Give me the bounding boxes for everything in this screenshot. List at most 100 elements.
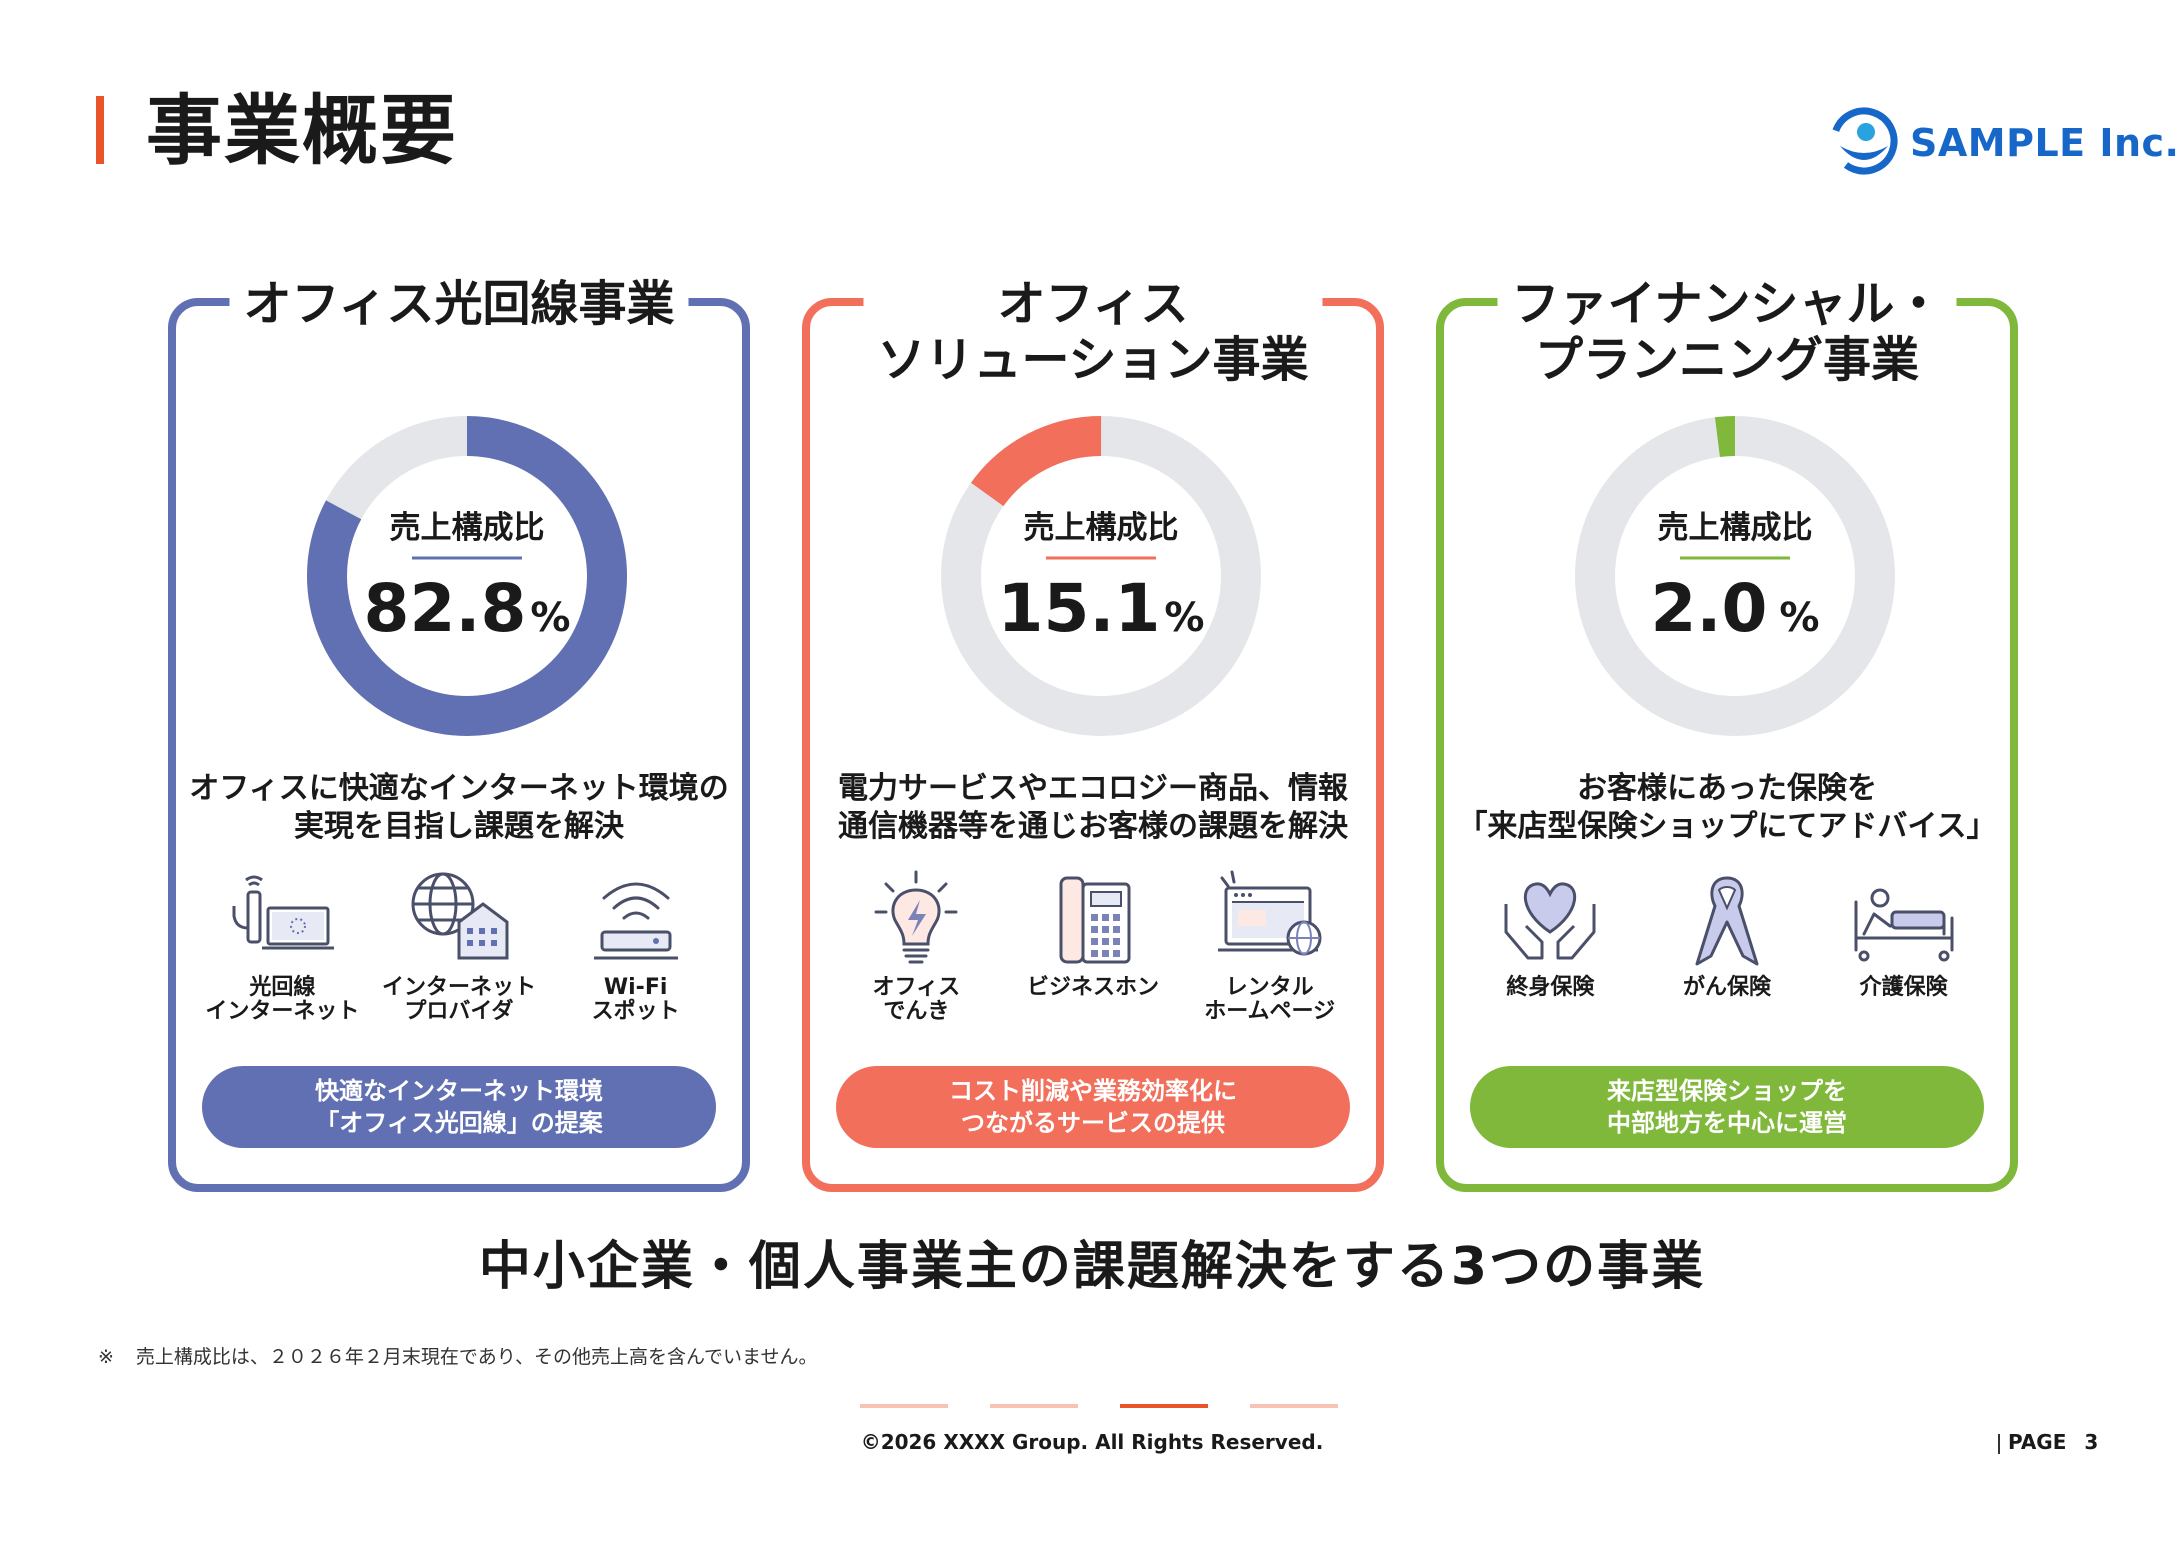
donut-value: 2.0% — [1651, 570, 1820, 647]
footnote-text: 売上構成比は、２０２６年２月末現在であり、その他売上高を含んでいません。 — [135, 1346, 818, 1368]
service-label-line: でんき — [883, 999, 950, 1024]
description-line: 電力サービスやエコロジー商品、情報 — [838, 771, 1348, 806]
service-fiber-internet: 光回線 インターネット — [202, 868, 362, 1028]
summary-tagline: 中小企業・個人事業主の課題解決をする3つの事業 — [478, 1237, 1706, 1297]
description-line: 通信機器等を通じお客様の課題を解決 — [838, 809, 1348, 844]
service-label-line: レンタル — [1225, 975, 1314, 1000]
service-label-line: オフィス — [872, 975, 961, 1000]
service-icons: オフィス でんき ビジネスホン — [828, 868, 1358, 1028]
service-label: オフィス でんき — [873, 976, 961, 1024]
service-wifi-spot: Wi-Fi スポット — [556, 868, 716, 1028]
donut-value-unit: % — [530, 595, 570, 641]
description-line: 実現を目指し課題を解決 — [294, 809, 624, 844]
service-label: 終身保険 — [1506, 976, 1594, 1000]
donut-center-label: 売上構成比 — [390, 510, 545, 546]
sales-ratio-donut: 売上構成比 15.1% — [941, 416, 1261, 736]
service-nursing-care-insurance: 介護保険 — [1824, 868, 1984, 1028]
sales-ratio-donut: 売上構成比 2.0% — [1575, 416, 1895, 736]
service-label: レンタル ホームページ — [1204, 976, 1335, 1024]
footnote-mark: ※ — [98, 1346, 114, 1368]
donut-value-number: 15.1 — [998, 570, 1161, 647]
sales-ratio-donut: 売上構成比 82.8% — [307, 416, 627, 736]
description-line: お客様にあった保険を — [1577, 771, 1877, 806]
pill-line: 快適なインターネット環境 — [315, 1077, 603, 1105]
donut-value-unit: % — [1164, 595, 1204, 641]
sample-logo-icon — [1830, 107, 1898, 175]
pill-line: コスト削減や業務効率化に — [949, 1077, 1237, 1105]
page-label: PAGE — [2008, 1430, 2067, 1454]
service-label-line: インターネット — [381, 975, 536, 1000]
wifi-router-icon — [593, 882, 678, 960]
pill-line: 中部地方を中心に運営 — [1607, 1109, 1847, 1137]
donut-track — [1575, 416, 1895, 736]
page-separator — [1998, 1433, 2000, 1454]
fiber-internet-icon — [232, 875, 335, 950]
donut-value-number: 82.8 — [364, 570, 527, 647]
service-label-line: 光回線 — [249, 975, 316, 1000]
service-rental-homepage: レンタル ホームページ — [1190, 868, 1350, 1028]
donut-slice-financial-planning — [1575, 416, 1895, 736]
care-bed-icon — [1854, 888, 1954, 962]
progress-segment — [990, 1404, 1078, 1408]
service-icons: 終身保険 がん保険 介護保険 — [1462, 868, 1992, 1028]
card-title: ファイナンシャル・ プランニング事業 — [1497, 276, 1957, 388]
card-title-line: ソリューション事業 — [877, 332, 1309, 388]
service-label-line: がん保険 — [1682, 975, 1771, 1000]
service-label-line: 介護保険 — [1859, 975, 1948, 1000]
service-label-line: ホームページ — [1204, 999, 1336, 1024]
description-line: オフィスに快適なインターネット環境の — [189, 771, 729, 806]
card-description: オフィスに快適なインターネット環境の 実現を目指し課題を解決 — [176, 770, 742, 846]
business-phone-icon — [1059, 876, 1131, 964]
ribbon-icon — [1695, 876, 1759, 966]
service-label: インターネット プロバイダ — [382, 976, 536, 1024]
card-title-line: プランニング事業 — [1534, 332, 1920, 388]
business-card-office-fiber: オフィス光回線事業 売上構成比 82.8% オフィスに快適なインターネット環境の… — [168, 276, 750, 1192]
card-title-line: オフィス光回線事業 — [243, 276, 675, 332]
footnote: ※ 売上構成比は、２０２６年２月末現在であり、その他売上高を含んでいません。 — [98, 1344, 817, 1370]
donut-slice-office-fiber — [307, 416, 627, 736]
donut-value: 82.8% — [364, 570, 571, 647]
page-title: 事業概要 — [146, 86, 458, 175]
internet-provider-icon — [411, 872, 509, 960]
page-number-value: 3 — [2084, 1430, 2099, 1454]
donut-slice-office-solution — [941, 416, 1261, 736]
card-description: 電力サービスやエコロジー商品、情報 通信機器等を通じお客様の課題を解決 — [810, 770, 1376, 846]
card-title-line: ファイナンシャル・ — [1511, 276, 1943, 332]
service-label: がん保険 — [1683, 976, 1771, 1000]
card-title: オフィス光回線事業 — [229, 276, 689, 332]
lightbulb-icon — [874, 870, 958, 964]
service-whole-life-insurance: 終身保険 — [1470, 868, 1630, 1028]
business-card-office-solution: オフィス ソリューション事業 売上構成比 15.1% 電力サービスやエコロジー商… — [802, 276, 1384, 1192]
card-description: お客様にあった保険を 「来店型保険ショップにてアドバイス」 — [1444, 770, 2010, 846]
progress-segment — [1120, 1404, 1208, 1408]
service-business-phone: ビジネスホン — [1013, 868, 1173, 1028]
service-label-line: ビジネスホン — [1026, 975, 1159, 1000]
service-label-line: プロバイダ — [404, 999, 514, 1024]
service-label: 介護保険 — [1860, 976, 1948, 1000]
service-label-line: インターネット — [205, 999, 360, 1024]
service-label-line: Wi-Fi — [603, 975, 668, 1000]
card-title: オフィス ソリューション事業 — [863, 276, 1323, 388]
card-summary-pill: コスト削減や業務効率化に つながるサービスの提供 — [836, 1066, 1350, 1148]
service-icons: 光回線 インターネット インターネット プロバイダ — [194, 868, 724, 1028]
service-label-line: スポット — [591, 999, 680, 1024]
slide-progress-indicator — [860, 1404, 1338, 1408]
company-logo-text: SAMPLE Inc. — [1910, 121, 2180, 165]
service-cancer-insurance: がん保険 — [1647, 868, 1807, 1028]
heart-hands-icon — [1504, 882, 1596, 960]
pill-line: 来店型保険ショップを — [1607, 1077, 1847, 1105]
title-accent-bar — [96, 96, 104, 164]
service-label: Wi-Fi スポット — [592, 976, 680, 1024]
card-title-line: オフィス — [997, 276, 1189, 332]
progress-segment — [860, 1404, 948, 1408]
pill-line: 「オフィス光回線」の提案 — [315, 1109, 603, 1137]
service-office-electricity: オフィス でんき — [836, 868, 996, 1028]
pill-line: つながるサービスの提供 — [961, 1109, 1225, 1137]
service-internet-provider: インターネット プロバイダ — [379, 868, 539, 1028]
card-summary-pill: 快適なインターネット環境 「オフィス光回線」の提案 — [202, 1066, 716, 1148]
donut-value-unit: % — [1779, 595, 1819, 641]
donut-value-number: 2.0 — [1651, 570, 1768, 647]
card-summary-pill: 来店型保険ショップを 中部地方を中心に運営 — [1470, 1066, 1984, 1148]
description-line: 「来店型保険ショップにてアドバイス」 — [1457, 809, 1997, 844]
service-label: ビジネスホン — [1027, 976, 1159, 1000]
